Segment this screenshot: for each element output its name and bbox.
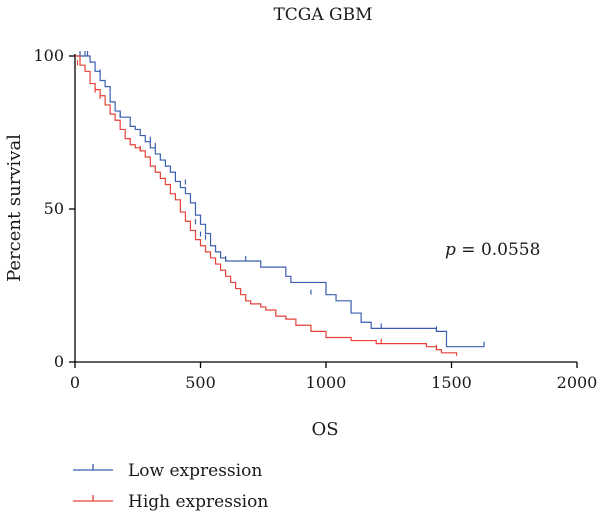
x-tick-label: 1000 [306,373,347,392]
p-value-text: = 0.0558 [456,240,541,260]
y-tick-label: 100 [33,46,64,65]
x-tick-label: 500 [185,373,216,392]
y-tick-label: 0 [54,352,64,371]
x-axis-label: OS [311,419,338,440]
legend-label-1: High expression [128,492,268,512]
y-axis-label: Percent survival [4,134,25,282]
x-tick-label: 2000 [557,373,598,392]
y-tick-label: 50 [44,199,64,218]
chart-title: TCGA GBM [273,5,372,25]
series-line-1 [75,55,458,356]
x-tick-label: 1500 [431,373,472,392]
series-line-0 [75,55,485,348]
x-tick-label: 0 [70,373,80,392]
p-value-annotation: p = 0.0558 [445,240,540,260]
legend: Low expression High expression [73,461,268,512]
p-symbol: p [445,240,456,260]
legend-label-0: Low expression [128,461,262,481]
